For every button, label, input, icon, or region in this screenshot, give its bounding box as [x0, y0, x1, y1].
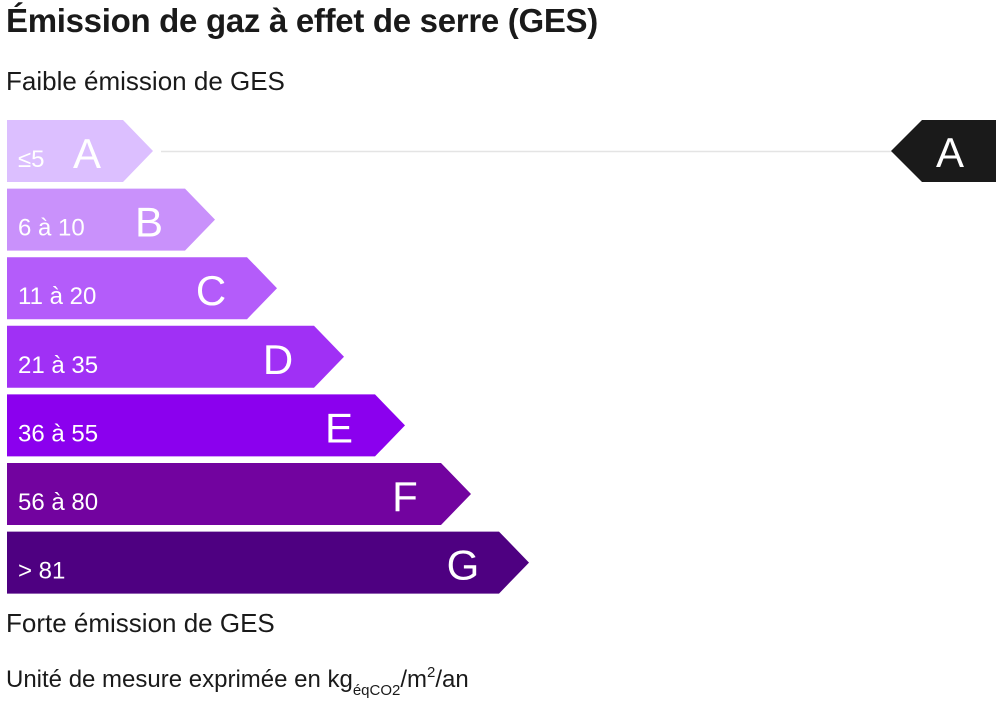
range-label-d: 21 à 35 — [18, 352, 98, 379]
class-letter-g: G — [447, 542, 480, 589]
class-bar-e — [7, 394, 405, 457]
class-letter-c: C — [196, 267, 226, 314]
class-letter-e: E — [325, 404, 353, 451]
unit-suffix: /an — [435, 666, 469, 693]
class-letter-d: D — [263, 336, 293, 383]
class-letter-b: B — [135, 199, 163, 246]
class-bar-d — [7, 325, 344, 388]
class-letter-a: A — [73, 130, 101, 177]
class-bar-b — [7, 188, 215, 251]
range-label-g: > 81 — [18, 558, 65, 585]
range-label-a: ≤5 — [18, 146, 45, 173]
high-emission-label: Forte émission de GES — [6, 608, 275, 638]
unit-caption: Unité de mesure exprimée en kgéqCO2/m2/a… — [6, 664, 469, 699]
class-bar-a — [7, 120, 153, 182]
range-label-f: 56 à 80 — [18, 489, 98, 516]
unit-subscript: éqCO2 — [352, 682, 401, 699]
class-bar-c — [7, 257, 277, 320]
class-letter-f: F — [392, 473, 418, 520]
range-label-c: 11 à 20 — [18, 283, 96, 310]
page-title: Émission de gaz à effet de serre (GES) — [6, 2, 598, 39]
class-bar-f — [7, 463, 471, 525]
range-label-b: 6 à 10 — [18, 215, 85, 242]
current-class-indicator — [891, 120, 996, 182]
current-class-letter: A — [936, 129, 964, 176]
low-emission-label: Faible émission de GES — [6, 66, 285, 96]
unit-middle: /m — [400, 666, 428, 693]
range-label-e: 36 à 55 — [18, 420, 98, 447]
unit-prefix: Unité de mesure exprimée en kg — [6, 666, 353, 693]
unit-superscript: 2 — [427, 664, 436, 681]
class-bar-g — [7, 531, 529, 594]
